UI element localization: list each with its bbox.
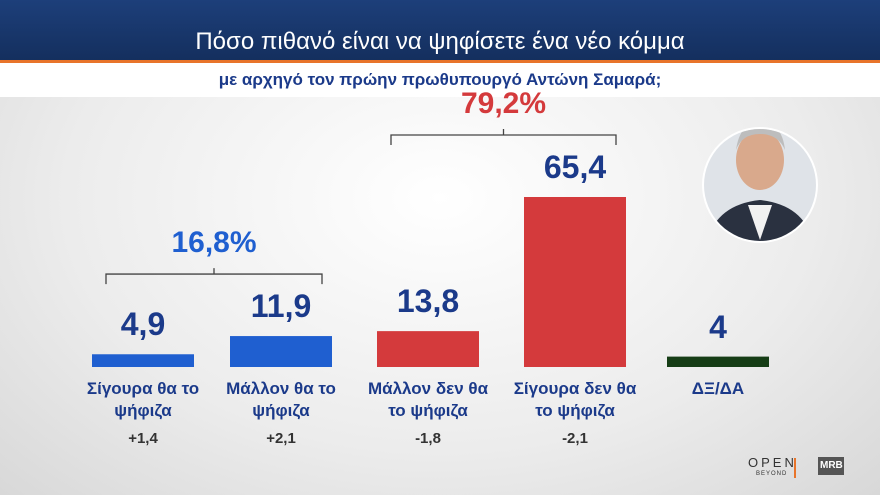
category-label: Σίγουρα θα το ψήφιζα	[86, 379, 200, 420]
beyond-logo: BEYOND	[756, 471, 788, 477]
category-label: Μάλλον θα το ψήφιζα	[226, 379, 336, 420]
change-label: -1,8	[415, 430, 441, 447]
bar	[667, 356, 769, 367]
category-label: Σίγουρα δεν θα το ψήφιζα	[513, 379, 637, 420]
header-band	[0, 0, 880, 60]
mrb-text: MRB	[820, 460, 843, 471]
category-label: Μάλλον δεν θα το ψήφιζα	[367, 379, 489, 420]
change-label: -2,1	[562, 430, 588, 447]
header-accent	[0, 60, 880, 63]
group-total: 79,2%	[460, 87, 547, 120]
photo	[704, 129, 816, 241]
mrb-logo	[818, 457, 844, 475]
change-label: +2,1	[266, 430, 296, 447]
bar	[524, 197, 626, 367]
value-label: 4,9	[120, 306, 166, 343]
bar	[92, 354, 194, 367]
change-label: +1,4	[128, 430, 158, 447]
value-label: 4	[709, 308, 727, 345]
bar	[230, 336, 332, 367]
value-label: 65,4	[543, 149, 607, 185]
bracket	[105, 268, 323, 285]
bracket	[390, 129, 617, 145]
bar	[377, 331, 479, 367]
group-total: 16,8%	[171, 226, 257, 260]
value-label: 11,9	[250, 288, 312, 325]
subtitle-band	[0, 63, 880, 97]
category-label: ΔΞ/ΔΑ	[691, 379, 745, 398]
open-logo: OPEN	[748, 455, 797, 470]
title: Πόσο πιθανό είναι να ψηφίσετε ένα νέο κό…	[195, 28, 685, 55]
subtitle: με αρχηγό τον πρώην πρωθυπουργό Αντώνη Σ…	[218, 70, 662, 89]
value-label: 13,8	[396, 283, 460, 320]
